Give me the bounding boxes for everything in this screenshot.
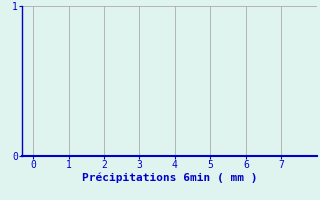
X-axis label: Précipitations 6min ( mm ): Précipitations 6min ( mm ) [82,173,257,183]
